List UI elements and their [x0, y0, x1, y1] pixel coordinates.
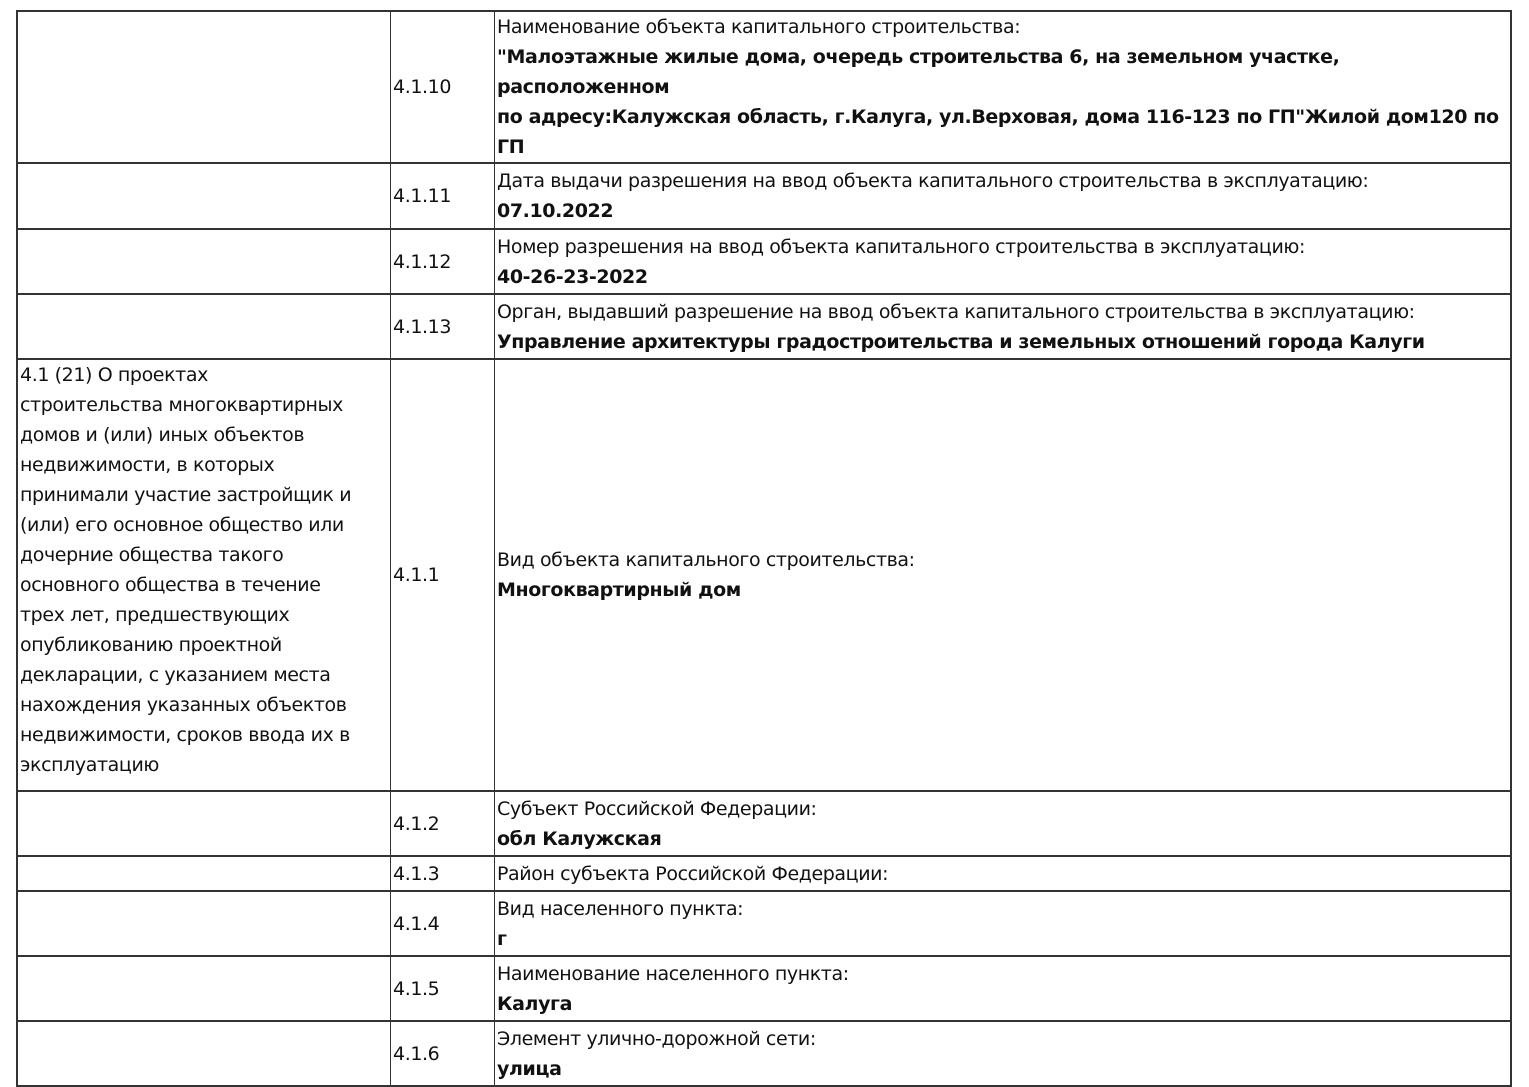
section-cell [16, 792, 390, 855]
item-value-cell: Наименование населенного пункта: Калуга [494, 957, 1512, 1020]
item-label: Субъект Российской Федерации: [497, 797, 817, 820]
section-cell [16, 857, 390, 890]
item-value: 07.10.2022 [497, 200, 614, 222]
section-text-line: недвижимости, в которых [20, 454, 275, 476]
table-row: 4.1.4 Вид населенного пункта: г [16, 892, 1512, 957]
table-row: 4.1 (21) О проектах строительства многокв… [16, 360, 1512, 792]
item-label: Наименование населенного пункта: [497, 962, 849, 985]
item-code-cell: 4.1.11 [390, 164, 494, 228]
item-code: 4.1.1 [393, 564, 440, 586]
section-text-line: дочерние общества такого [20, 544, 284, 566]
section-text-line: опубликованию проектной [20, 634, 282, 656]
item-code-cell: 4.1.2 [390, 792, 494, 855]
table-row: 4.1.2 Субъект Российской Федерации: обл Ка… [16, 792, 1512, 857]
item-label: Вид населенного пункта: [497, 897, 744, 920]
item-value: 40-26-23-2022 [497, 265, 648, 288]
table-row: 4.1.11 Дата выдачи разрешения на ввод объ… [16, 164, 1512, 230]
item-value: улица [497, 1057, 562, 1080]
table-row: 4.1.6 Элемент улично-дорожной сети: улица [16, 1022, 1512, 1087]
item-value: обл Калужская [497, 827, 662, 850]
item-value-cell: Вид объекта капитального строительства: М… [494, 360, 1512, 790]
item-label: Вид объекта капитального строительства: [497, 549, 915, 571]
section-cell [16, 1022, 390, 1085]
item-label: Район субъекта Российской Федерации: [497, 862, 889, 885]
item-label: Наименование объекта капитального строит… [497, 16, 1021, 38]
item-value-cell: Дата выдачи разрешения на ввод объекта к… [494, 164, 1512, 228]
item-label: Дата выдачи разрешения на ввод объекта к… [497, 170, 1369, 192]
item-label: Номер разрешения на ввод объекта капитал… [497, 235, 1305, 258]
section-text-line: строительства многоквартирных [20, 394, 343, 416]
item-value: Управление архитектуры градостроительств… [497, 330, 1425, 353]
section-text-line: 4.1 (21) О проектах [20, 364, 208, 386]
section-cell [16, 957, 390, 1020]
section-text-line: декларации, с указанием места [20, 664, 331, 686]
item-code-cell: 4.1.10 [390, 12, 494, 162]
item-code-cell: 4.1.6 [390, 1022, 494, 1085]
item-value-cell: Наименование объекта капитального строит… [494, 12, 1512, 162]
item-code-cell: 4.1.12 [390, 230, 494, 293]
section-text-line: трех лет, предшествующих [20, 604, 290, 626]
item-code-cell: 4.1.4 [390, 892, 494, 955]
section-text-line: недвижимости, сроков ввода их в [20, 724, 350, 746]
item-value: Многоквартирный дом [497, 579, 741, 601]
section-text-line: принимали участие застройщик и [20, 484, 352, 506]
item-label: Элемент улично-дорожной сети: [497, 1027, 816, 1050]
item-code: 4.1.13 [393, 315, 452, 338]
item-value-cell: Район субъекта Российской Федерации: [494, 857, 1512, 890]
item-code: 4.1.5 [393, 977, 440, 1000]
item-code: 4.1.3 [393, 862, 440, 885]
section-cell [16, 295, 390, 358]
item-value: ГП [497, 136, 525, 158]
item-label: Орган, выдавший разрешение на ввод объек… [497, 300, 1415, 323]
section-text-line: (или) его основное общество или [20, 514, 344, 536]
table-row: 4.1.13 Орган, выдавший разрешение на ввод… [16, 295, 1512, 360]
table-row: 4.1.10 Наименование объекта капитального … [16, 10, 1512, 164]
item-value-cell: Элемент улично-дорожной сети: улица [494, 1022, 1512, 1085]
item-code: 4.1.4 [393, 912, 440, 935]
item-value-cell: Орган, выдавший разрешение на ввод объек… [494, 295, 1512, 358]
section-cell: 4.1 (21) О проектах строительства многокв… [16, 360, 390, 790]
item-value: г [497, 927, 507, 950]
item-code: 4.1.2 [393, 812, 440, 835]
table-row: 4.1.12 Номер разрешения на ввод объекта к… [16, 230, 1512, 295]
declaration-table: 4.1.10 Наименование объекта капитального … [16, 10, 1512, 1087]
item-value-cell: Вид населенного пункта: г [494, 892, 1512, 955]
item-code-cell: 4.1.13 [390, 295, 494, 358]
item-code: 4.1.10 [393, 76, 452, 98]
item-code: 4.1.11 [393, 185, 452, 207]
section-text-line: домов и (или) иных объектов [20, 424, 305, 446]
table-row: 4.1.5 Наименование населенного пункта: Кал… [16, 957, 1512, 1022]
section-text-line: нахождения указанных объектов [20, 694, 347, 716]
item-code: 4.1.12 [393, 250, 452, 273]
section-cell [16, 230, 390, 293]
item-value-cell: Субъект Российской Федерации: обл Калужск… [494, 792, 1512, 855]
item-code-cell: 4.1.3 [390, 857, 494, 890]
item-value: "Малоэтажные жилые дома, очередь строите… [497, 46, 1340, 98]
section-cell [16, 892, 390, 955]
section-cell [16, 12, 390, 162]
item-code-cell: 4.1.5 [390, 957, 494, 1020]
item-code-cell: 4.1.1 [390, 360, 494, 790]
section-cell [16, 164, 390, 228]
item-value-cell: Номер разрешения на ввод объекта капитал… [494, 230, 1512, 293]
item-value: Калуга [497, 992, 573, 1015]
item-code: 4.1.6 [393, 1042, 440, 1065]
item-value: по адресу:Калужская область, г.Калуга, у… [497, 106, 1499, 128]
section-text-line: основного общества в течение [20, 574, 321, 596]
table-row: 4.1.3 Район субъекта Российской Федерации… [16, 857, 1512, 892]
section-text-line: эксплуатацию [20, 754, 159, 776]
